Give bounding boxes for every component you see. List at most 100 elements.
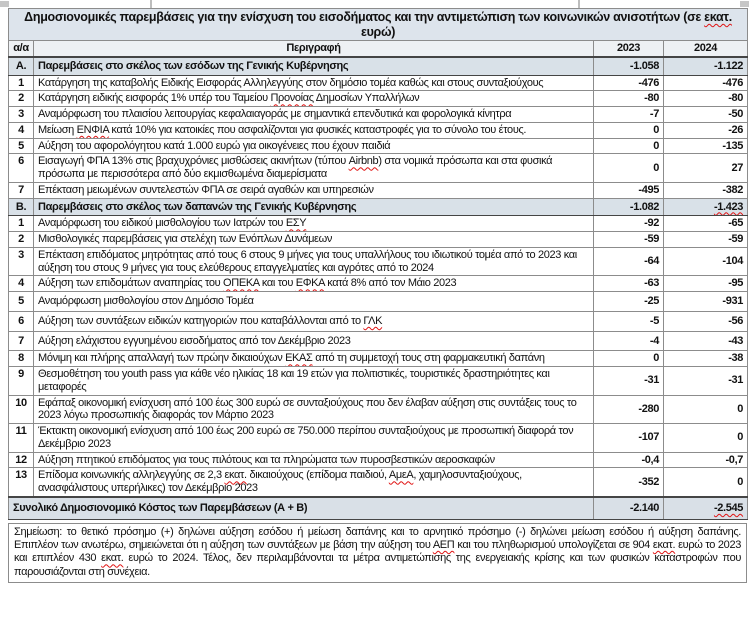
row-index: 13 [8, 467, 34, 498]
row-index: 10 [8, 394, 34, 424]
row-description: Εισαγωγή ΦΠΑ 13% στις βραχυχρόνιες μισθώ… [33, 153, 594, 183]
table-row: 9 Θεσμοθέτηση του youth pass για κάθε νέ… [8, 366, 749, 396]
table-row: 3 Αναμόρφωση του πλαισίου λειτουργίας κε… [8, 106, 749, 123]
row-value-2023: -1.082 [593, 197, 664, 217]
row-description: Επίδομα κοινωνικής αλληλεγγύης σε 2,3 εκ… [33, 467, 594, 498]
row-index: 2 [8, 90, 34, 107]
row-value-2023: -280 [593, 394, 664, 424]
row-value-2024: -43 [662, 330, 749, 352]
row-description: Παρεμβάσεις στο σκέλος των εσόδων της Γε… [33, 56, 594, 76]
row-value-2023: -80 [593, 90, 664, 107]
total-label: Συνολικό Δημοσιονομικό Κόστος των Παρεμβ… [8, 495, 594, 520]
table-row: 5 Αύξηση του αφορολόγητου κατά 1.000 ευρ… [8, 137, 749, 155]
row-index: 4 [8, 275, 34, 292]
row-value-2024: -38 [662, 350, 749, 367]
table-row: 5 Αναμόρφωση μισθολογίου στον Δημόσιο Το… [8, 291, 749, 312]
row-index: Β. [8, 197, 34, 217]
row-description: Αναμόρφωση του ειδικού μισθολογίου των Ι… [33, 215, 594, 232]
row-value-2023: -31 [593, 366, 664, 396]
row-value-2024: 0 [662, 423, 749, 453]
row-index: 5 [8, 137, 34, 155]
row-value-2023: -352 [593, 467, 664, 498]
row-index: 1 [8, 74, 34, 92]
row-value-2023: -4 [593, 330, 664, 352]
column-header-2024: 2024 [662, 39, 749, 58]
table-row: Β. Παρεμβάσεις στο σκέλος των δαπανών τη… [8, 197, 749, 217]
row-value-2023: 0 [593, 350, 664, 367]
table-row: 4 Μείωση ΕΝΦΙΑ κατά 10% για κατοικίες πο… [8, 121, 749, 139]
table-row: 2 Κατάργηση ειδικής εισφοράς 1% υπέρ του… [8, 90, 749, 107]
row-value-2024: -1.122 [662, 56, 749, 76]
row-index: 8 [8, 350, 34, 367]
row-index: 6 [8, 153, 34, 183]
table-row: 7 Αύξηση ελάχιστου εγγυημένου εισοδήματο… [8, 330, 749, 352]
row-value-2024: -26 [662, 121, 749, 139]
row-description: Αναμόρφωση του πλαισίου λειτουργίας κεφα… [33, 106, 594, 123]
row-index: 6 [8, 310, 34, 332]
row-description: Έκτακτη οικονομική ενίσχυση από 100 έως … [33, 423, 594, 453]
row-value-2023: -25 [593, 291, 664, 312]
row-value-2024: 0 [662, 394, 749, 424]
row-value-2024: -0,7 [662, 451, 749, 469]
table-row: 8 Μόνιμη και πλήρης απαλλαγή των πρώην δ… [8, 350, 749, 367]
row-value-2024: 27 [662, 153, 749, 183]
table-body: Δημοσιονομικές παρεμβάσεις για την ενίσχ… [7, 8, 749, 520]
row-index: 9 [8, 366, 34, 396]
row-value-2023: -7 [593, 106, 664, 123]
row-description: Αύξηση των συντάξεων ειδικών κατηγοριών … [33, 310, 594, 332]
fiscal-interventions-table: Δημοσιονομικές παρεμβάσεις για την ενίσχ… [7, 8, 749, 520]
column-header-2023: 2023 [593, 39, 664, 58]
row-value-2023: 0 [593, 137, 664, 155]
row-description: Επέκταση επιδόματος μητρότητας από τους … [33, 246, 594, 277]
total-value-2023: -2.140 [593, 495, 664, 520]
table-row: 6 Αύξηση των συντάξεων ειδικών κατηγοριώ… [8, 310, 749, 332]
row-value-2024: -80 [662, 90, 749, 107]
row-description: Μόνιμη και πλήρης απαλλαγή των πρώην δικ… [33, 350, 594, 367]
row-description: Αύξηση πτητικού επιδόματος για τους πιλό… [33, 451, 594, 469]
row-index: 4 [8, 121, 34, 139]
table-row: 6 Εισαγωγή ΦΠΑ 13% στις βραχυχρόνιες μισ… [8, 153, 749, 183]
table-row: 3 Επέκταση επιδόματος μητρότητας από του… [8, 246, 749, 277]
row-description: Κατάργηση της καταβολής Ειδικής Εισφοράς… [33, 74, 594, 92]
row-value-2024: 0 [662, 467, 749, 498]
row-value-2023: -5 [593, 310, 664, 332]
column-header-description: Περιγραφή [33, 39, 594, 58]
row-description: Αναμόρφωση μισθολογίου στον Δημόσιο Τομέ… [33, 291, 594, 312]
row-value-2023: -107 [593, 423, 664, 453]
total-value-2024: -2.545 [662, 495, 749, 520]
row-value-2024: -50 [662, 106, 749, 123]
table-row: 1 Αναμόρφωση του ειδικού μισθολογίου των… [8, 215, 749, 232]
row-index: 12 [8, 451, 34, 469]
row-value-2023: 0 [593, 153, 664, 183]
row-description: Κατάργηση ειδικής εισφοράς 1% υπέρ του Τ… [33, 90, 594, 107]
clipped-content-above-strip [0, 0, 749, 8]
table-row: 12 Αύξηση πτητικού επιδόματος για τους π… [8, 451, 749, 469]
row-value-2024: -65 [662, 215, 749, 232]
row-index: 7 [8, 181, 34, 199]
row-value-2023: -495 [593, 181, 664, 199]
row-value-2023: -64 [593, 246, 664, 277]
column-header-index: α/α [8, 39, 34, 58]
total-row: Συνολικό Δημοσιονομικό Κόστος των Παρεμβ… [8, 495, 749, 520]
row-value-2024: -382 [662, 181, 749, 199]
row-value-2024: -931 [662, 291, 749, 312]
row-value-2023: -92 [593, 215, 664, 232]
row-description: Επέκταση μειωμένων συντελεστών ΦΠΑ σε σε… [33, 181, 594, 199]
table-row: 13 Επίδομα κοινωνικής αλληλεγγύης σε 2,3… [8, 467, 749, 498]
table-title: Δημοσιονομικές παρεμβάσεις για την ενίσχ… [7, 8, 749, 41]
table-row: 2 Μισθολογικές παρεμβάσεις για στελέχη τ… [8, 231, 749, 248]
row-value-2024: -95 [662, 275, 749, 292]
row-index: 11 [8, 423, 34, 453]
table-row: 7 Επέκταση μειωμένων συντελεστών ΦΠΑ σε … [8, 181, 749, 199]
row-value-2023: -63 [593, 275, 664, 292]
row-value-2023: -0,4 [593, 451, 664, 469]
row-value-2023: -1.058 [593, 56, 664, 76]
row-description: Αύξηση ελάχιστου εγγυημένου εισοδήματος … [33, 330, 594, 352]
row-value-2024: -135 [662, 137, 749, 155]
row-description: Αύξηση των επιδομάτων αναπηρίας του ΟΠΕΚ… [33, 275, 594, 292]
row-value-2024: -476 [662, 74, 749, 92]
row-value-2023: -59 [593, 231, 664, 248]
clipped-cell-edge-left [0, 1, 9, 7]
row-description: Εφάπαξ οικονομική ενίσχυση από 100 έως 3… [33, 394, 594, 424]
row-description: Αύξηση του αφορολόγητου κατά 1.000 ευρώ … [33, 137, 594, 155]
